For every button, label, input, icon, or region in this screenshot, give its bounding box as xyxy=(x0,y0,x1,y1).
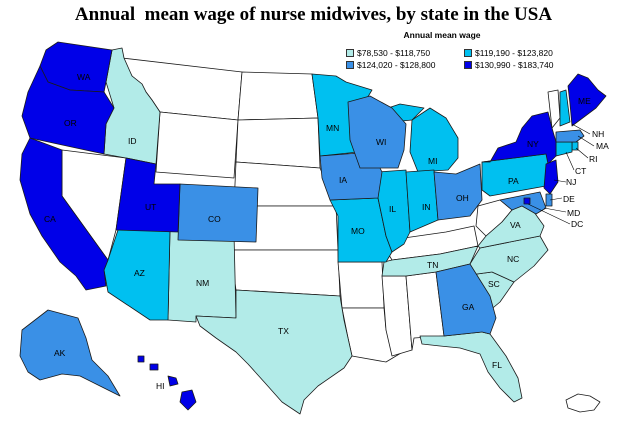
label-ct: CT xyxy=(575,166,586,176)
state-hi-kauai xyxy=(137,355,145,363)
label-hi: HI xyxy=(156,381,165,391)
label-fl: FL xyxy=(492,360,502,370)
state-fl xyxy=(419,331,523,403)
legend-item-tier-4: $130,990 - $183,740 xyxy=(464,60,553,70)
label-or: OR xyxy=(64,118,77,128)
legend-item-tier-2: $119,190 - $123,820 xyxy=(464,48,553,58)
label-ia: IA xyxy=(339,175,347,185)
tier-2-states xyxy=(103,73,579,321)
label-sc: SC xyxy=(488,279,500,289)
state-hi-maui xyxy=(167,375,179,387)
state-ny xyxy=(481,111,557,165)
legend-label-tier-4: $130,990 - $183,740 xyxy=(475,60,554,70)
label-de: DE xyxy=(563,194,575,204)
state-labels: WA OR CA ID UT AZ NM CO TX MN IA MO WI I… xyxy=(44,72,609,391)
label-mn: MN xyxy=(326,123,339,133)
map-title: Annual mean wage of nurse midwives, by s… xyxy=(74,4,553,25)
label-nh: NH xyxy=(592,129,604,139)
bermuda-outline xyxy=(565,393,601,413)
state-ct xyxy=(555,141,573,157)
state-wy xyxy=(155,111,239,179)
state-ca xyxy=(19,137,109,291)
label-il: IL xyxy=(389,204,396,214)
label-ca: CA xyxy=(44,214,56,224)
label-mi: MI xyxy=(428,156,437,166)
label-ma: MA xyxy=(596,141,609,151)
state-ma xyxy=(555,129,585,143)
label-pa: PA xyxy=(508,176,519,186)
legend-item-tier-1: $78,530 - $118,750 xyxy=(346,48,430,58)
label-wi: WI xyxy=(376,137,386,147)
state-or xyxy=(21,65,115,155)
label-me: ME xyxy=(578,96,591,106)
state-nj xyxy=(543,159,559,195)
state-wi xyxy=(347,95,407,169)
tier-3-states xyxy=(19,95,585,397)
label-leaders xyxy=(527,123,595,225)
label-ga: GA xyxy=(462,302,475,312)
legend-item-tier-3: $124,020 - $128,800 xyxy=(346,60,435,70)
legend-title: Annual mean wage xyxy=(403,30,481,40)
label-nm: NM xyxy=(196,278,209,288)
state-ga xyxy=(435,263,497,337)
state-ak xyxy=(19,309,121,397)
state-nm xyxy=(167,229,237,323)
state-ar xyxy=(337,261,385,309)
label-tn: TN xyxy=(427,260,438,270)
label-ut: UT xyxy=(145,202,156,212)
state-co xyxy=(177,183,259,243)
label-wa: WA xyxy=(77,72,91,82)
legend-label-tier-1: $78,530 - $118,750 xyxy=(357,48,431,58)
label-md: MD xyxy=(567,208,580,218)
state-oh xyxy=(433,163,483,221)
legend-swatch-tier-2 xyxy=(464,49,472,57)
label-in: IN xyxy=(422,202,431,212)
label-tx: TX xyxy=(278,326,289,336)
label-az: AZ xyxy=(134,268,145,278)
state-mi xyxy=(409,107,459,173)
no-data-states xyxy=(61,57,561,363)
label-id: ID xyxy=(128,136,137,146)
state-ut xyxy=(115,157,181,233)
state-md xyxy=(499,191,547,215)
label-dc: DC xyxy=(571,219,583,229)
label-va: VA xyxy=(510,220,521,230)
label-mo: MO xyxy=(351,226,365,236)
legend-label-tier-3: $124,020 - $128,800 xyxy=(357,60,436,70)
tier-4-states xyxy=(19,41,607,411)
label-nc: NC xyxy=(507,254,519,264)
tier-1-states xyxy=(103,47,549,415)
state-in xyxy=(405,169,439,233)
state-hi-oahu xyxy=(149,363,159,371)
legend-swatch-tier-3 xyxy=(346,61,354,69)
legend-swatch-tier-4 xyxy=(464,61,472,69)
label-ak: AK xyxy=(54,348,66,358)
legend: Annual mean wage $78,530 - $118,750 $119… xyxy=(342,30,592,78)
label-oh: OH xyxy=(456,193,469,203)
state-nd xyxy=(237,71,319,121)
legend-swatch-tier-1 xyxy=(346,49,354,57)
label-nj: NJ xyxy=(566,177,576,187)
label-ri: RI xyxy=(589,154,598,164)
label-ny: NY xyxy=(527,139,539,149)
state-hi-big xyxy=(179,389,197,411)
state-me xyxy=(567,73,607,127)
state-nh xyxy=(559,89,571,127)
state-tx xyxy=(195,289,353,415)
state-dc xyxy=(523,197,531,205)
state-sd xyxy=(235,117,321,169)
legend-label-tier-2: $119,190 - $123,820 xyxy=(475,48,553,58)
label-co: CO xyxy=(208,214,221,224)
